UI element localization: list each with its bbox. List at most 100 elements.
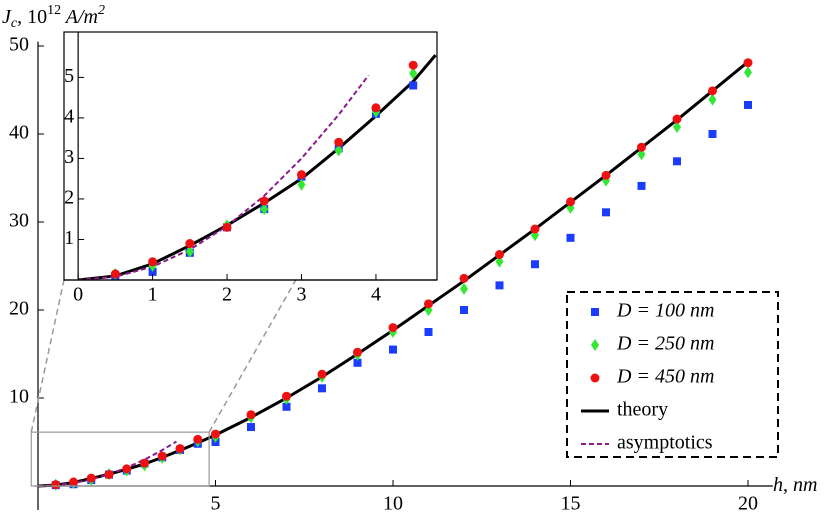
marker-square bbox=[389, 345, 397, 354]
label-part: c bbox=[11, 16, 18, 31]
marker-diamond bbox=[409, 67, 418, 80]
marker-square bbox=[424, 328, 433, 336]
marker-square bbox=[353, 358, 362, 367]
marker-circle bbox=[371, 103, 381, 113]
x-tick-label: 3 bbox=[296, 284, 306, 306]
marker-square bbox=[591, 308, 599, 316]
marker-diamond bbox=[297, 178, 306, 191]
marker-circle bbox=[211, 429, 220, 439]
marker-square bbox=[282, 402, 291, 411]
marker-circle bbox=[353, 347, 362, 357]
x-tick-label: 20 bbox=[738, 493, 758, 514]
marker-circle bbox=[388, 323, 398, 333]
zoom-region bbox=[30, 431, 210, 487]
marker-circle bbox=[185, 239, 195, 249]
marker-circle bbox=[148, 257, 158, 267]
marker-square bbox=[566, 233, 575, 242]
label-part: 2 bbox=[98, 3, 105, 18]
marker-circle bbox=[566, 197, 575, 207]
marker-diamond bbox=[673, 120, 681, 133]
marker-circle bbox=[104, 470, 114, 480]
marker-square bbox=[495, 281, 504, 290]
marker-circle bbox=[157, 451, 167, 461]
marker-circle bbox=[282, 391, 291, 401]
label-part: J bbox=[2, 6, 12, 28]
marker-circle bbox=[637, 142, 646, 152]
y-tick-label: 40 bbox=[9, 122, 29, 144]
marker-diamond bbox=[637, 148, 646, 161]
marker-diamond bbox=[334, 144, 343, 157]
inset-frame bbox=[63, 31, 438, 281]
marker-circle bbox=[110, 269, 120, 279]
marker-diamond bbox=[744, 66, 752, 79]
marker-diamond bbox=[185, 245, 194, 258]
y-axis-label: Jc, 1012 A/m2 bbox=[2, 3, 105, 31]
marker-circle bbox=[86, 473, 96, 483]
x-tick-label: 4 bbox=[371, 284, 381, 306]
marker-circle bbox=[175, 444, 185, 454]
label-part: 12 bbox=[47, 3, 61, 18]
marker-circle bbox=[222, 222, 232, 232]
marker-circle bbox=[530, 224, 540, 234]
marker-square bbox=[531, 260, 539, 269]
marker-circle bbox=[590, 373, 600, 383]
legend-frame bbox=[566, 291, 779, 458]
label-part: , bbox=[783, 474, 793, 496]
marker-circle bbox=[601, 170, 611, 180]
label-part: A/m bbox=[61, 6, 98, 28]
marker-square bbox=[673, 157, 681, 166]
marker-circle bbox=[140, 458, 149, 468]
marker-square bbox=[318, 384, 326, 393]
x-tick-label: 15 bbox=[561, 493, 581, 514]
y-tick-label: 30 bbox=[9, 210, 29, 232]
marker-diamond bbox=[495, 255, 504, 268]
y-tick-label: 2 bbox=[64, 187, 74, 209]
legend-label: D = 250 nm bbox=[616, 333, 714, 355]
marker-circle bbox=[69, 477, 78, 487]
y-tick-label: 3 bbox=[64, 146, 74, 168]
marker-square bbox=[637, 181, 646, 190]
zoom-connector bbox=[30, 279, 65, 433]
marker-diamond bbox=[460, 282, 468, 295]
legend-label: D = 100 nm bbox=[616, 300, 714, 322]
marker-circle bbox=[122, 464, 132, 474]
marker-circle bbox=[424, 299, 433, 309]
marker-square bbox=[409, 81, 418, 90]
marker-circle bbox=[334, 137, 344, 147]
label-part: h bbox=[773, 474, 783, 496]
x-tick-label: 2 bbox=[222, 284, 232, 306]
label-part: , 10 bbox=[17, 6, 47, 28]
marker-circle bbox=[459, 273, 469, 283]
y-tick-label: 50 bbox=[9, 34, 29, 56]
y-tick-label: 20 bbox=[9, 298, 29, 320]
asymptotics-line bbox=[37, 440, 177, 487]
legend-label: theory bbox=[617, 399, 668, 421]
marker-circle bbox=[246, 410, 256, 420]
y-tick-label: 1 bbox=[64, 227, 74, 249]
marker-square bbox=[247, 423, 255, 432]
x-tick-label: 0 bbox=[73, 284, 83, 306]
marker-square bbox=[708, 130, 717, 138]
marker-circle bbox=[408, 60, 418, 70]
marker-square bbox=[744, 100, 752, 109]
marker-circle bbox=[296, 170, 306, 180]
x-axis-label: h, nm bbox=[773, 474, 817, 496]
x-tick-label: 5 bbox=[211, 493, 221, 514]
marker-square bbox=[148, 267, 157, 276]
marker-circle bbox=[259, 196, 269, 206]
x-tick-label: 10 bbox=[383, 493, 403, 514]
marker-circle bbox=[51, 480, 61, 490]
legend-label: asymptotics bbox=[617, 432, 713, 454]
marker-circle bbox=[743, 58, 753, 68]
inset-plot bbox=[77, 54, 437, 280]
label-part: nm bbox=[793, 474, 817, 496]
marker-circle bbox=[193, 434, 203, 444]
y-tick-label: 4 bbox=[64, 106, 74, 128]
marker-circle bbox=[495, 250, 504, 260]
marker-diamond bbox=[260, 203, 269, 216]
marker-circle bbox=[672, 114, 682, 124]
marker-diamond bbox=[708, 93, 717, 106]
marker-square bbox=[460, 306, 468, 314]
